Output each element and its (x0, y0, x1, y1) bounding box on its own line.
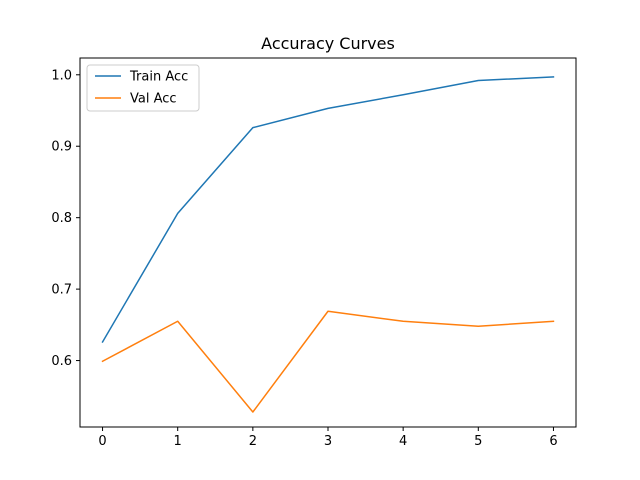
x-tick-label: 4 (399, 434, 407, 449)
y-tick-label: 1.0 (51, 68, 72, 83)
series-line-train-acc (101, 76, 555, 344)
chart-title: Accuracy Curves (261, 34, 395, 53)
x-tick-label: 1 (174, 434, 182, 449)
series-line-val-acc (101, 310, 555, 413)
legend-label: Val Acc (130, 92, 177, 107)
y-tick-label: 0.6 (51, 354, 72, 369)
x-tick-label: 0 (98, 434, 106, 449)
y-tick-label: 0.8 (51, 211, 72, 226)
x-tick-label: 2 (249, 434, 257, 449)
y-tick-label: 0.9 (51, 140, 72, 155)
x-tick-label: 6 (549, 434, 557, 449)
x-tick-label: 5 (474, 434, 482, 449)
ticks-layer: 0 1 2 3 4 5 6 0.6 0.7 0.8 0.9 1.0 (51, 68, 557, 449)
y-tick-label: 0.7 (51, 283, 72, 298)
x-tick-label: 3 (324, 434, 332, 449)
legend: Train Acc Val Acc (86, 64, 200, 112)
lines-layer (101, 76, 555, 413)
legend-label: Train Acc (129, 70, 188, 85)
plot-frame (79, 57, 577, 428)
